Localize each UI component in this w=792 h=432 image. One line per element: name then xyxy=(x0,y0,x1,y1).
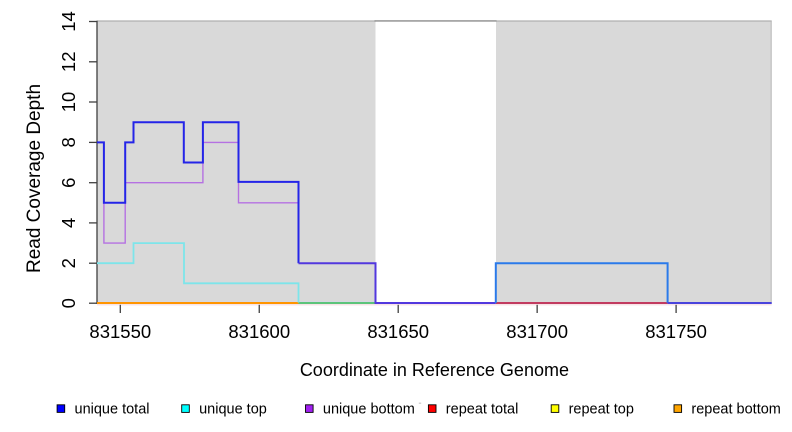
svg-text:8: 8 xyxy=(58,137,79,147)
svg-text:831700: 831700 xyxy=(506,321,568,342)
svg-text:4: 4 xyxy=(58,218,79,228)
svg-text:831550: 831550 xyxy=(89,321,151,342)
svg-text:repeat total: repeat total xyxy=(446,402,519,418)
svg-text:831750: 831750 xyxy=(645,321,707,342)
svg-text:unique top: unique top xyxy=(199,402,267,418)
svg-text:10: 10 xyxy=(58,92,79,113)
svg-text:repeat bottom: repeat bottom xyxy=(691,402,780,418)
svg-text:unique total: unique total xyxy=(75,402,150,418)
svg-text:12: 12 xyxy=(58,52,79,73)
svg-text:Coordinate in Reference Genome: Coordinate in Reference Genome xyxy=(300,360,569,380)
svg-text:831600: 831600 xyxy=(228,321,290,342)
svg-text:831650: 831650 xyxy=(367,321,429,342)
svg-text:6: 6 xyxy=(58,178,79,188)
svg-text:0: 0 xyxy=(58,298,79,308)
svg-text:unique bottom: unique bottom xyxy=(323,402,415,418)
svg-text:repeat top: repeat top xyxy=(569,402,634,418)
svg-text:Read Coverage Depth: Read Coverage Depth xyxy=(24,84,45,273)
svg-text:2: 2 xyxy=(58,258,79,268)
svg-text:14: 14 xyxy=(58,11,79,32)
